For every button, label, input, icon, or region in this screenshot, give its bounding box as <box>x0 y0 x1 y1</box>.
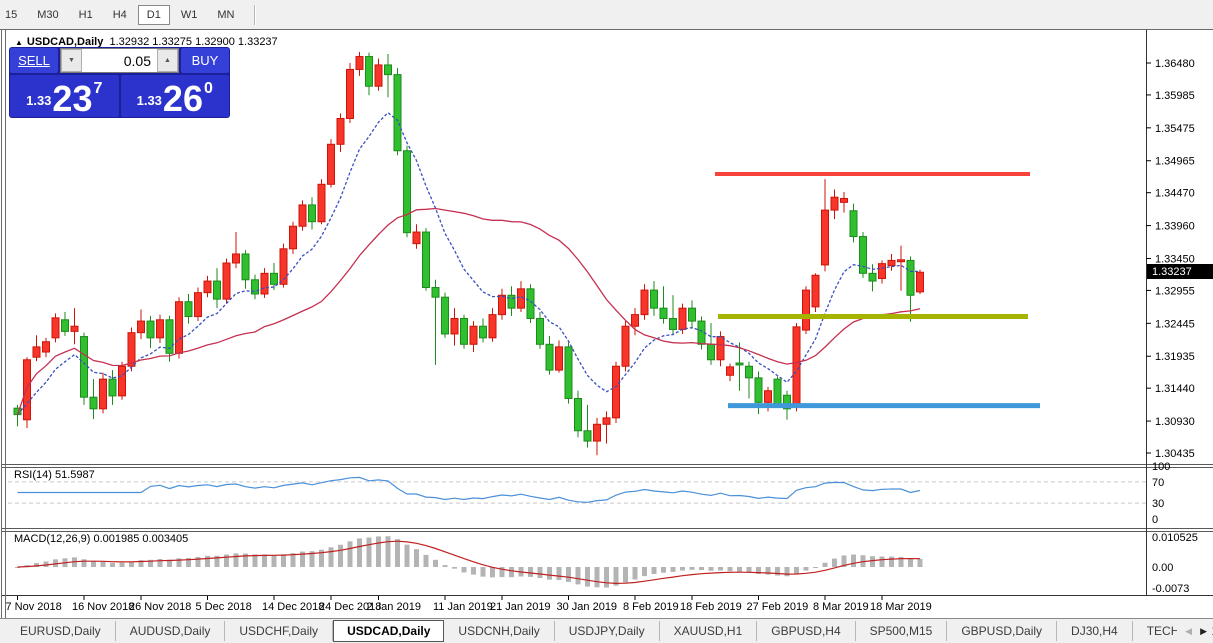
volume-decrease-button[interactable]: ▼ <box>61 49 82 72</box>
timeframe-toolbar: 15 M30 H1 H4 D1 W1 MN <box>0 0 1213 29</box>
svg-text:1.32445: 1.32445 <box>1155 318 1195 330</box>
volume-box: ▼ 0.05 ▲ <box>60 48 179 73</box>
price-axis: 1.36480 1.35985 1.35475 1.34965 1.34470 1.339… <box>1146 58 1195 460</box>
macd-axis: 0.010525 0.00 -0.0073 <box>1152 532 1198 595</box>
svg-text:1.33450: 1.33450 <box>1155 253 1195 265</box>
svg-text:1.31440: 1.31440 <box>1155 383 1195 395</box>
tab-scroll-arrows: ◀ ▶ <box>1177 619 1211 643</box>
svg-text:24 Dec 2018: 24 Dec 2018 <box>319 601 381 613</box>
chart-title: ▲ USDCAD,Daily 1.32932 1.33275 1.32900 1.… <box>15 36 278 48</box>
svg-text:1.32955: 1.32955 <box>1155 285 1195 297</box>
timeframe-button-15[interactable]: 15 <box>5 8 18 21</box>
svg-text:2 Jan 2019: 2 Jan 2019 <box>367 601 421 613</box>
svg-text:1.35475: 1.35475 <box>1155 123 1195 135</box>
svg-text:70: 70 <box>1152 477 1164 489</box>
tab-usdcad-daily[interactable]: USDCAD,Daily <box>333 620 445 642</box>
chart-symbol: USDCAD,Daily <box>26 36 104 48</box>
tab-dj30-h4[interactable]: DJ30,H4 <box>1057 621 1133 641</box>
tab-gbpusd-h4[interactable]: GBPUSD,H4 <box>757 621 856 641</box>
buy-price-pip: 0 <box>203 80 213 97</box>
window-frame-left-inner <box>5 30 6 619</box>
horizontal-level-lines <box>715 171 1040 409</box>
volume-increase-button[interactable]: ▲ <box>157 49 178 72</box>
svg-text:1.34965: 1.34965 <box>1155 156 1195 168</box>
svg-text:18 Mar 2019: 18 Mar 2019 <box>870 601 932 613</box>
tab-scroll-left-icon[interactable]: ◀ <box>1185 625 1193 636</box>
svg-text:1.30435: 1.30435 <box>1155 448 1195 460</box>
svg-text:1.35985: 1.35985 <box>1155 90 1195 102</box>
buy-price-big: 26 <box>162 78 203 119</box>
tab-gbpusd-daily[interactable]: GBPUSD,Daily <box>947 621 1058 641</box>
svg-text:26 Nov 2018: 26 Nov 2018 <box>129 601 191 613</box>
svg-text:18 Feb 2019: 18 Feb 2019 <box>680 601 742 613</box>
toolbar-separator <box>254 4 257 25</box>
rsi-label: RSI(14) 51.5987 <box>14 469 95 481</box>
timeframe-button-mn[interactable]: MN <box>217 8 235 21</box>
tab-usdchf-daily[interactable]: USDCHF,Daily <box>225 621 334 641</box>
ma-fast-line <box>17 111 921 416</box>
ma-slow-line <box>16 207 921 415</box>
svg-text:0: 0 <box>1152 514 1158 526</box>
svg-text:0.00: 0.00 <box>1152 562 1173 574</box>
chart-tabs-bar: EURUSD,Daily AUDUSD,Daily USDCHF,Daily USDC… <box>0 618 1213 643</box>
svg-text:14 Dec 2018: 14 Dec 2018 <box>262 601 324 613</box>
svg-text:11 Jan 2019: 11 Jan 2019 <box>433 601 493 613</box>
sell-quote[interactable]: 1.33 23 7 <box>10 75 119 117</box>
volume-input[interactable]: 0.05 <box>123 52 151 69</box>
sell-button[interactable]: SELL <box>10 48 58 73</box>
svg-text:1.34470: 1.34470 <box>1155 188 1195 200</box>
svg-text:100: 100 <box>1152 461 1170 473</box>
svg-text:1.33960: 1.33960 <box>1155 221 1195 233</box>
tab-xauusd-h1[interactable]: XAUUSD,H1 <box>660 621 758 641</box>
buy-price-small: 1.33 <box>136 93 162 108</box>
pane-borders <box>2 30 1213 596</box>
svg-text:1.31935: 1.31935 <box>1155 351 1195 363</box>
toolbar-divider <box>0 29 1213 30</box>
svg-text:8 Feb 2019: 8 Feb 2019 <box>623 601 679 613</box>
timeframe-button-h4[interactable]: H4 <box>112 8 127 21</box>
svg-text:27 Feb 2019: 27 Feb 2019 <box>747 601 809 613</box>
svg-text:7 Nov 2018: 7 Nov 2018 <box>6 601 62 613</box>
timeframe-button-d1[interactable]: D1 <box>137 4 170 25</box>
rsi-line <box>17 476 921 503</box>
macd-label: MACD(12,26,9) 0.001985 0.003405 <box>14 533 189 545</box>
candlesticks <box>13 52 924 456</box>
sell-price-pip: 7 <box>93 80 103 97</box>
svg-text:-0.0073: -0.0073 <box>1152 583 1189 595</box>
symbol-marker-icon: ▲ <box>15 38 23 47</box>
tab-sp500-m15[interactable]: SP500,M15 <box>856 621 948 641</box>
chart-ohlc-values: 1.32932 1.33275 1.32900 1.33237 <box>109 36 278 48</box>
buy-quote[interactable]: 1.33 26 0 <box>120 75 229 119</box>
svg-text:8 Mar 2019: 8 Mar 2019 <box>813 601 869 613</box>
current-price-tag: 1.33237 <box>1147 264 1213 279</box>
svg-text:30 Jan 2019: 30 Jan 2019 <box>557 601 618 613</box>
window-frame-left-outer <box>1 30 2 619</box>
tab-audusd-daily[interactable]: AUDUSD,Daily <box>116 621 226 641</box>
moving-averages <box>16 111 921 416</box>
tab-scroll-right-icon[interactable]: ▶ <box>1200 625 1207 636</box>
tab-usdjpy-daily[interactable]: USDJPY,Daily <box>555 621 660 641</box>
svg-text:1.30930: 1.30930 <box>1155 416 1195 428</box>
svg-text:30: 30 <box>1152 498 1164 510</box>
svg-text:0.010525: 0.010525 <box>1152 532 1198 544</box>
svg-text:1.36480: 1.36480 <box>1155 58 1195 70</box>
macd-signal-line <box>17 540 921 585</box>
svg-text:16 Nov 2018: 16 Nov 2018 <box>72 601 134 613</box>
tab-usdcnh-daily[interactable]: USDCNH,Daily <box>444 621 555 641</box>
sell-price-small: 1.33 <box>26 93 52 108</box>
one-click-trade-panel: SELL ▼ 0.05 ▲ BUY 1.33 23 7 1.33 26 0 <box>9 47 230 118</box>
tab-eurusd-daily[interactable]: EURUSD,Daily <box>6 621 116 641</box>
svg-text:21 Jan 2019: 21 Jan 2019 <box>490 601 551 613</box>
sell-price-big: 23 <box>52 78 93 119</box>
buy-button[interactable]: BUY <box>181 48 229 73</box>
timeframe-button-m30[interactable]: M30 <box>37 8 59 21</box>
rsi-axis: 100 70 30 0 <box>8 461 1170 526</box>
svg-text:5 Dec 2018: 5 Dec 2018 <box>196 601 252 613</box>
timeframe-button-w1[interactable]: W1 <box>180 8 198 21</box>
timeframe-button-h1[interactable]: H1 <box>78 8 93 21</box>
